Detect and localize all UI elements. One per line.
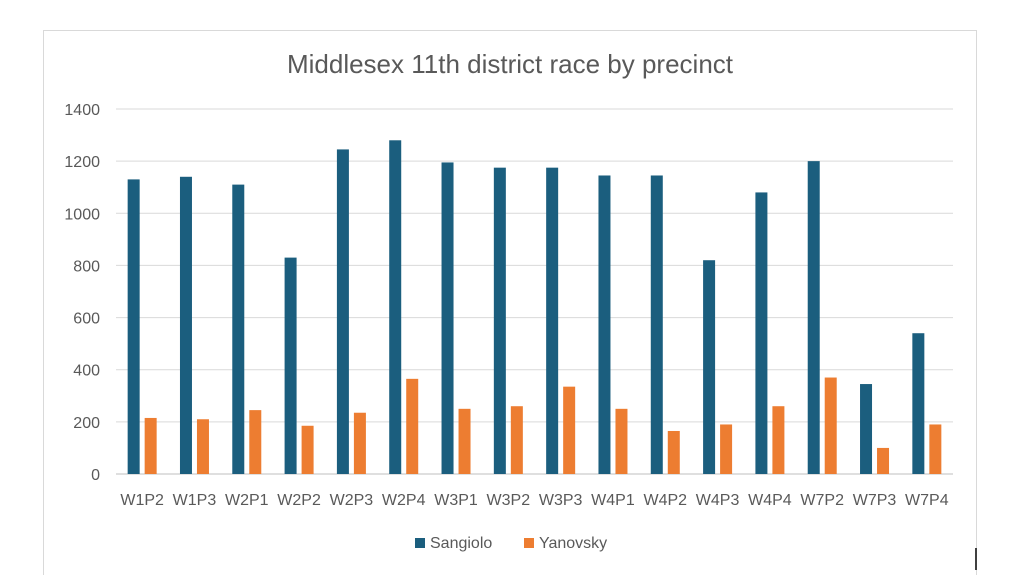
y-tick-label: 400 [73,363,100,380]
x-tick-label: W4P2 [643,492,687,509]
bar-sangiolo-w1p3 [179,176,192,475]
x-tick-label: W2P2 [277,492,321,509]
bar-yanovsky-w4p1 [615,408,628,474]
x-tick-label: W3P3 [539,492,583,509]
window-edge-mark [975,548,977,570]
bar-yanovsky-w2p3 [353,412,366,474]
y-tick-label: 1400 [64,102,100,119]
y-tick-label: 800 [73,258,100,275]
x-axis-ticks: W1P2 W1P3 W2P1 W2P2 W2P3 W2P4 W3P1 W3P2 W3P3 W4P1… [120,492,948,509]
bar-sangiolo-w2p2 [284,257,297,474]
x-tick-label: W1P3 [173,492,217,509]
bars [127,140,942,475]
x-tick-label: W3P2 [487,492,531,509]
legend: Sangiolo Yanovsky [415,535,607,552]
x-tick-label: W7P4 [905,492,949,509]
bar-yanovsky-w3p2 [510,406,523,474]
bar-sangiolo-w4p1 [598,175,611,474]
x-tick-label: W2P1 [225,492,269,509]
bar-yanovsky-w1p2 [144,417,157,474]
x-tick-label: W2P3 [330,492,374,509]
bar-yanovsky-w4p2 [667,430,680,474]
x-tick-label: W4P1 [591,492,635,509]
bar-yanovsky-w7p2 [824,377,837,474]
y-tick-label: 1000 [64,206,100,223]
x-tick-label: W2P4 [382,492,426,509]
bar-sangiolo-w7p2 [807,161,820,474]
bar-sangiolo-w1p2 [127,179,140,474]
x-tick-label: W1P2 [120,492,164,509]
legend-swatch-sangiolo [415,538,425,548]
bar-sangiolo-w4p2 [650,175,663,474]
bar-sangiolo-w2p1 [232,184,245,474]
bar-sangiolo-w7p4 [912,333,925,474]
bar-sangiolo-w3p3 [546,167,559,475]
bar-yanovsky-w2p1 [249,410,262,474]
x-tick-label: W7P2 [800,492,844,509]
bar-yanovsky-w4p3 [720,424,733,474]
bar-yanovsky-w7p4 [929,424,942,474]
bar-yanovsky-w3p1 [458,408,471,474]
bar-yanovsky-w1p3 [196,419,209,474]
bar-sangiolo-w2p3 [336,149,349,475]
legend-label-sangiolo: Sangiolo [430,535,492,552]
bar-sangiolo-w4p3 [703,260,716,474]
y-tick-label: 600 [73,311,100,328]
bar-sangiolo-w3p1 [441,162,454,475]
bar-yanovsky-w2p4 [406,378,419,474]
x-tick-label: W7P3 [853,492,897,509]
bar-sangiolo-w7p3 [860,384,873,474]
bar-sangiolo-w2p4 [389,140,402,475]
bar-sangiolo-w4p4 [755,192,768,474]
bar-sangiolo-w3p2 [493,167,506,475]
legend-swatch-yanovsky [524,538,534,548]
bar-yanovsky-w7p3 [877,447,890,474]
chart-title: Middlesex 11th district race by precinct [287,49,734,79]
x-tick-label: W4P3 [696,492,740,509]
legend-label-yanovsky: Yanovsky [539,535,607,552]
chart-area [43,30,977,575]
y-tick-label: 0 [91,467,100,484]
y-axis-ticks: 0 200 400 600 800 1000 1200 1400 [64,102,100,484]
bar-yanovsky-w2p2 [301,425,314,474]
y-tick-label: 200 [73,415,100,432]
x-tick-label: W3P1 [434,492,478,509]
bar-yanovsky-w4p4 [772,406,785,474]
x-tick-label: W4P4 [748,492,792,509]
bar-yanovsky-w3p3 [563,386,576,474]
y-tick-label: 1200 [64,154,100,171]
